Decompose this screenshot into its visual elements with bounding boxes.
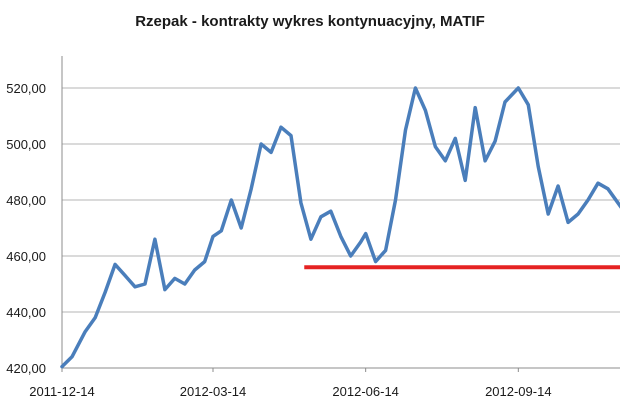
x-tick-label: 2011-12-14 xyxy=(29,384,95,399)
y-tick-label: 460,00 xyxy=(6,249,46,264)
chart-title: Rzepak - kontrakty wykres kontynuacyjny,… xyxy=(135,13,485,30)
price-series-line xyxy=(60,86,620,369)
x-tick-label: 2012-09-14 xyxy=(485,384,552,399)
series-layer xyxy=(60,86,620,369)
gridlines xyxy=(62,87,620,313)
y-tick-label: 440,00 xyxy=(6,305,46,320)
y-tick-label: 500,00 xyxy=(6,137,46,152)
y-tick-label: 480,00 xyxy=(6,193,46,208)
y-tick-label: 420,00 xyxy=(6,361,46,376)
axes xyxy=(61,56,620,372)
x-tick-label: 2012-03-14 xyxy=(180,384,247,399)
x-tick-label: 2012-06-14 xyxy=(332,384,399,399)
y-tick-label: 520,00 xyxy=(6,81,46,96)
tick-labels: 420,00 440,00 460,00 480,00 500,00 520,00 2011… xyxy=(6,81,552,399)
